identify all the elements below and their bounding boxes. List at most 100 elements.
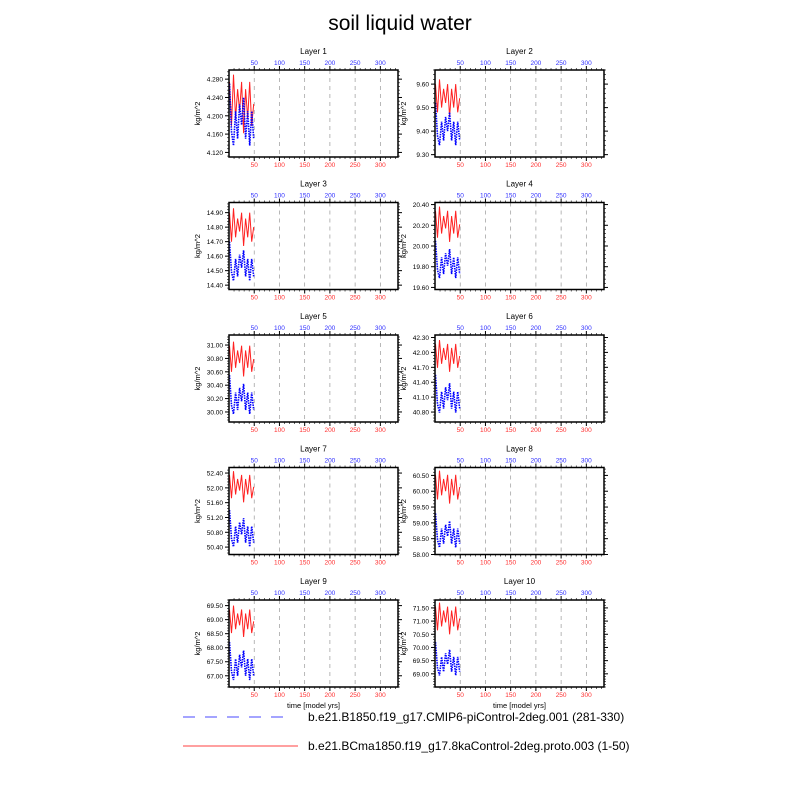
- y-tick-label: 31.00: [207, 343, 224, 350]
- y-axis-label: kg/m^2: [193, 499, 202, 523]
- panel-layer-4: Layer 4 50 50 100 100 150 150 200 200 250 250 300 30…: [399, 180, 608, 302]
- x-tick-label-top: 250: [350, 193, 361, 200]
- y-tick-label: 20.00: [413, 244, 430, 251]
- x-tick-label-bottom: 50: [251, 295, 259, 302]
- x-tick-label-bottom: 100: [274, 162, 285, 169]
- y-axis-label: kg/m^2: [399, 499, 408, 523]
- x-tick-label-bottom: 150: [505, 692, 516, 699]
- y-tick-label: 59.50: [413, 505, 430, 512]
- x-tick-label-top: 200: [530, 60, 541, 67]
- x-tick-label-top: 250: [556, 590, 567, 597]
- x-tick-label-bottom: 150: [299, 295, 310, 302]
- panel-layer-3: Layer 3 50 50 100 100 150 150 200 200 250 250 300 30…: [193, 180, 402, 302]
- x-tick-label-top: 250: [556, 60, 567, 67]
- series-red-line: [229, 341, 255, 377]
- y-tick-label: 68.00: [207, 645, 224, 652]
- x-tick-label-top: 300: [375, 60, 386, 67]
- panel-layer-5: Layer 5 50 50 100 100 150 150 200 200 250 250 300 30…: [193, 312, 402, 434]
- x-tick-label-bottom: 150: [505, 162, 516, 169]
- y-tick-label: 69.00: [207, 617, 224, 624]
- series-blue-line: [434, 240, 461, 279]
- y-tick-label: 30.00: [207, 409, 224, 416]
- y-tick-label: 69.50: [207, 603, 224, 610]
- panel-layer-9: Layer 9 50 50 100 100 150 150 200 200 250 250 300 30…: [193, 577, 402, 710]
- y-tick-label: 9.30: [416, 152, 429, 159]
- series-blue-line: [228, 510, 255, 547]
- panel-layer-1: Layer 1 50 50 100 100 150 150 200 200 250 250 300 30…: [193, 47, 402, 169]
- x-tick-label-bottom: 100: [274, 427, 285, 434]
- x-tick-label-top: 50: [251, 590, 259, 597]
- x-tick-label-top: 100: [274, 590, 285, 597]
- x-tick-label-top: 150: [299, 193, 310, 200]
- x-tick-label-bottom: 150: [299, 692, 310, 699]
- panel-layer-10: Layer 10 50 50 100 100 150 150 200 200 250 250 300 3…: [399, 577, 608, 710]
- y-tick-label: 14.40: [207, 283, 224, 290]
- x-tick-label-top: 100: [480, 458, 491, 465]
- y-tick-label: 14.90: [207, 210, 224, 217]
- x-tick-label-bottom: 100: [480, 560, 491, 567]
- y-tick-label: 9.50: [416, 105, 429, 112]
- x-tick-label-top: 50: [251, 60, 259, 67]
- panel-title: Layer 9: [300, 577, 327, 586]
- x-tick-label-top: 200: [324, 590, 335, 597]
- x-axis-label: time [model yrs]: [493, 701, 546, 710]
- x-tick-label-top: 150: [505, 193, 516, 200]
- y-tick-label: 60.50: [413, 473, 430, 480]
- y-tick-label: 14.60: [207, 254, 224, 261]
- x-tick-label-bottom: 150: [299, 162, 310, 169]
- x-tick-label-bottom: 300: [581, 692, 592, 699]
- y-tick-label: 30.60: [207, 369, 224, 376]
- x-tick-label-bottom: 200: [324, 295, 335, 302]
- x-tick-label-top: 250: [556, 193, 567, 200]
- series-red-line: [435, 339, 461, 372]
- panel-layer-8: Layer 8 50 50 100 100 150 150 200 200 250 250 300 30…: [399, 445, 608, 567]
- y-tick-label: 71.00: [413, 619, 430, 626]
- x-tick-label-bottom: 200: [324, 162, 335, 169]
- x-tick-label-bottom: 300: [581, 427, 592, 434]
- x-tick-label-bottom: 50: [457, 427, 465, 434]
- x-tick-label-top: 150: [299, 60, 310, 67]
- x-tick-label-top: 250: [556, 458, 567, 465]
- y-tick-label: 60.00: [413, 489, 430, 496]
- x-tick-label-bottom: 50: [251, 692, 259, 699]
- panels: Layer 1 50 50 100 100 150 150 200 200 250 250 300 30…: [193, 47, 608, 710]
- x-tick-label-bottom: 250: [556, 162, 567, 169]
- series-blue-line: [434, 374, 461, 413]
- plot-frame: [228, 69, 399, 158]
- x-tick-label-top: 50: [251, 458, 259, 465]
- y-tick-label: 69.50: [413, 658, 430, 665]
- x-tick-label-top: 300: [581, 193, 592, 200]
- y-tick-label: 4.280: [207, 77, 224, 84]
- x-tick-label-bottom: 200: [530, 427, 541, 434]
- y-tick-label: 9.40: [416, 129, 429, 136]
- y-tick-label: 42.30: [413, 335, 430, 342]
- x-tick-label-bottom: 100: [480, 692, 491, 699]
- x-tick-label-bottom: 200: [530, 162, 541, 169]
- x-tick-label-bottom: 50: [457, 162, 465, 169]
- series-red-line: [435, 470, 461, 504]
- y-axis-label: kg/m^2: [193, 102, 202, 126]
- y-axis-label: kg/m^2: [399, 367, 408, 391]
- y-tick-label: 68.50: [207, 631, 224, 638]
- x-tick-label-bottom: 150: [505, 295, 516, 302]
- y-tick-label: 4.240: [207, 95, 224, 102]
- x-tick-label-top: 100: [274, 325, 285, 332]
- x-tick-label-top: 200: [324, 458, 335, 465]
- y-tick-label: 51.20: [207, 515, 224, 522]
- x-tick-label-bottom: 150: [299, 560, 310, 567]
- x-tick-label-top: 150: [505, 590, 516, 597]
- x-tick-label-bottom: 300: [581, 295, 592, 302]
- x-tick-label-bottom: 250: [350, 295, 361, 302]
- panel-title: Layer 10: [504, 577, 536, 586]
- legend-label-blue: b.e21.B1850.f19_g17.CMIP6-piControl-2deg…: [308, 710, 624, 724]
- plot-frame: [434, 466, 605, 556]
- x-tick-label-top: 250: [350, 590, 361, 597]
- legend: b.e21.B1850.f19_g17.CMIP6-piControl-2deg…: [183, 710, 630, 753]
- x-tick-label-top: 50: [457, 590, 465, 597]
- plot-frame: [434, 334, 605, 423]
- chart-title: soil liquid water: [328, 12, 472, 35]
- y-tick-label: 71.50: [413, 605, 430, 612]
- panel-title: Layer 3: [300, 180, 327, 189]
- x-tick-label-bottom: 200: [324, 427, 335, 434]
- x-tick-label-top: 200: [324, 60, 335, 67]
